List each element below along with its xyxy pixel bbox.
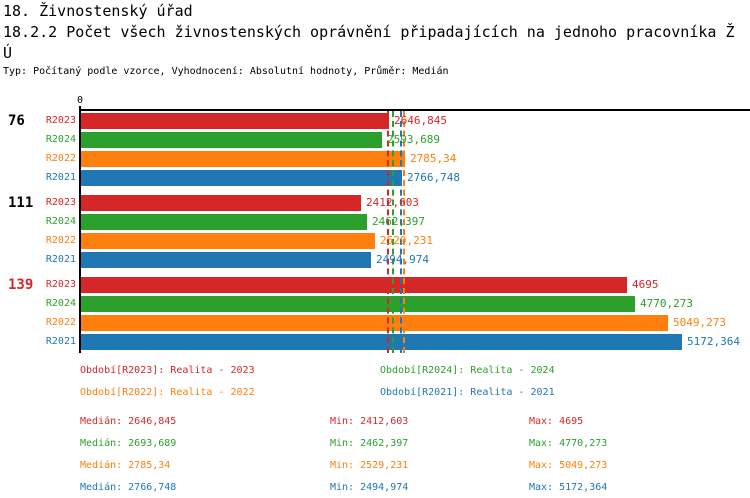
bar xyxy=(81,170,402,186)
legend-item-r2024: Období[R2024]: Realita - 2024 xyxy=(380,365,555,376)
bar-value-label: 2766,748 xyxy=(407,171,460,184)
legend-item-r2021: Období[R2021]: Realita - 2021 xyxy=(380,387,555,398)
stat-min-r2021: Min: 2494,974 xyxy=(330,482,409,493)
bar-row-label: R2024 xyxy=(45,216,76,227)
stat-median-r2021: Medián: 2766,748 xyxy=(80,482,177,493)
bar-value-label: 2785,34 xyxy=(410,152,457,165)
stat-min-r2024: Min: 2462,397 xyxy=(330,438,409,449)
stat-median-r2022: Medián: 2785,34 xyxy=(80,460,171,471)
x-axis-line xyxy=(79,109,750,111)
bar-value-label: 2646,845 xyxy=(394,114,447,127)
bar xyxy=(81,252,371,268)
legend-item-r2022: Období[R2022]: Realita - 2022 xyxy=(80,387,255,398)
median-line xyxy=(403,111,405,353)
bar-row-label: R2023 xyxy=(45,279,76,290)
bar-value-label: 2593,689 xyxy=(387,133,440,146)
bar xyxy=(81,214,367,230)
bar xyxy=(81,315,668,331)
bar-value-label: 2529,231 xyxy=(380,234,433,247)
bar-row-label: R2021 xyxy=(45,336,76,347)
bar-value-label: 2462,397 xyxy=(372,215,425,228)
bar-row-label: R2022 xyxy=(45,153,76,164)
stat-median-r2024: Medián: 2693,689 xyxy=(80,438,177,449)
bar-row-label: R2023 xyxy=(45,197,76,208)
median-line xyxy=(400,111,402,353)
chart-title-wrap: Ú xyxy=(3,44,13,62)
bar xyxy=(81,233,375,249)
bar xyxy=(81,277,627,293)
bar xyxy=(81,195,361,211)
stat-min-r2022: Min: 2529,231 xyxy=(330,460,409,471)
bar xyxy=(81,113,389,129)
bar-row-label: R2021 xyxy=(45,254,76,265)
bar xyxy=(81,296,635,312)
y-axis-line xyxy=(79,106,81,353)
bar-row-label: R2022 xyxy=(45,317,76,328)
page-title: 18. Živnostenský úřad xyxy=(3,2,193,20)
median-line xyxy=(387,111,389,353)
axis-zero-label: 0 xyxy=(76,95,84,106)
bar-value-label: 5172,364 xyxy=(687,335,740,348)
median-line xyxy=(392,111,394,353)
bar-row-label: R2022 xyxy=(45,235,76,246)
group-label: 111 xyxy=(8,195,34,211)
stat-max-r2024: Max: 4770,273 xyxy=(529,438,608,449)
bar-chart: 0 76 R2023 2646,845 R2024 2593,689 R2022 2785,3… xyxy=(8,95,750,353)
bar-row-label: R2023 xyxy=(45,115,76,126)
bar-row-label: R2024 xyxy=(45,134,76,145)
legend-item-r2023: Období[R2023]: Realita - 2023 xyxy=(80,365,255,376)
chart-meta-line: Typ: Počítaný podle vzorce, Vyhodnocení:… xyxy=(3,66,449,77)
bar-value-label: 2494,974 xyxy=(376,253,429,266)
bar xyxy=(81,334,682,350)
bar-value-label: 4770,273 xyxy=(640,297,693,310)
stat-median-r2023: Medián: 2646,845 xyxy=(80,416,177,427)
bar-value-label: 2412,603 xyxy=(366,196,419,209)
bar xyxy=(81,132,382,148)
stat-max-r2021: Max: 5172,364 xyxy=(529,482,608,493)
bar-row-label: R2021 xyxy=(45,172,76,183)
bar-row-label: R2024 xyxy=(45,298,76,309)
bar-value-label: 5049,273 xyxy=(673,316,726,329)
bar-value-label: 4695 xyxy=(632,278,659,291)
group-label: 139 xyxy=(8,277,34,293)
stat-min-r2023: Min: 2412,603 xyxy=(330,416,409,427)
stat-max-r2022: Max: 5049,273 xyxy=(529,460,608,471)
group-label: 76 xyxy=(8,113,25,129)
chart-title: 18.2.2 Počet všech živnostenských oprávn… xyxy=(3,23,735,41)
stat-max-r2023: Max: 4695 xyxy=(529,416,584,427)
bar xyxy=(81,151,405,167)
